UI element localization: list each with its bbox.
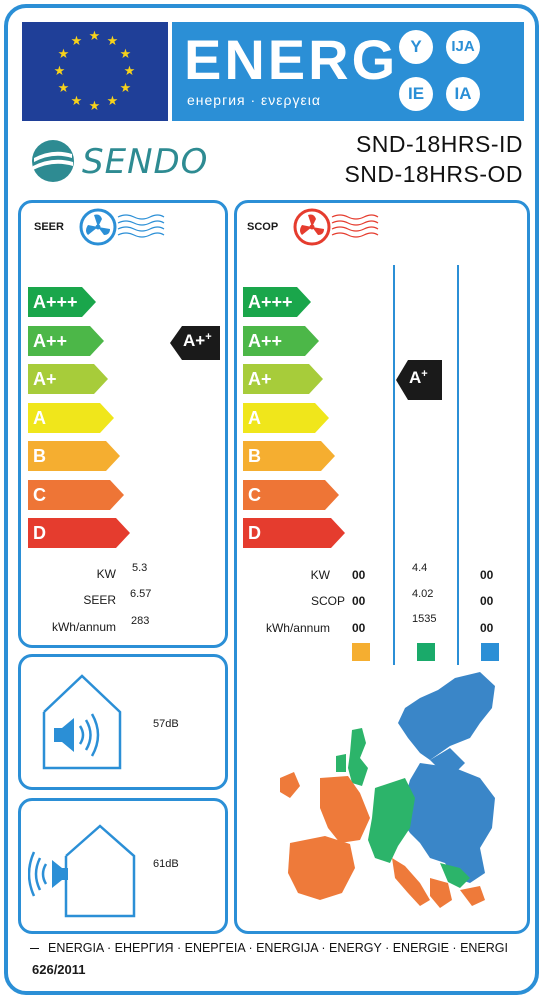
indoor-noise-panel [18,654,228,790]
cooling-kwh-label: kWh/annum [51,620,116,634]
indoor-noise-value: 57dB [153,718,179,730]
scale-arrow-4: B [243,441,335,471]
scale-arrow-0: A+++ [28,287,96,317]
cooling-rating-indicator: A++ [170,326,220,360]
scale-arrow-5: C [243,479,339,510]
footer-dash [30,948,39,949]
scale-arrow-0: A+++ [243,287,311,317]
average-kwh-value: 1535 [412,613,437,625]
zone-divider [393,265,395,665]
scale-arrow-3: A [243,402,329,433]
scale-label: C [33,484,46,505]
scop-title: SCOP [247,221,279,233]
seer-title: SEER [34,221,64,233]
language-badge: IE [399,77,433,111]
cooling-panel [18,200,228,648]
zone-divider [457,265,459,665]
brand-globe-icon [32,140,74,182]
scale-label: A+ [33,369,57,389]
scale-label: C [248,484,261,505]
scale-label: A [33,407,46,428]
europe-climate-map [280,672,495,908]
scale-label: A+++ [33,292,78,312]
scale-label: A+++ [248,292,293,312]
colder-scop-value: 00 [480,594,494,608]
average-kw-value: 4.4 [412,562,428,574]
language-badge: Y [399,30,433,64]
footer-languages: ENERGIA · ЕНЕРГИЯ · ΕΝΕΡΓΕΙΑ · ENERGIJA … [48,941,508,955]
scale-arrow-6: D [243,518,345,548]
scale-arrow-1: A++ [243,325,319,356]
cooling-seer-value: 6.57 [130,588,152,600]
warmer-scop-value: 00 [352,594,366,608]
scale-label: A++ [248,330,283,351]
average-zone-swatch [417,643,435,661]
scale-label: D [33,523,46,543]
heating-kwh-label: kWh/annum [265,621,330,635]
scale-arrow-3: A [28,402,114,433]
warmer-kwh-value: 00 [352,621,366,635]
heating-rating-sup: + [421,368,428,380]
average-scop-value: 4.02 [412,588,434,600]
indoor-house-speaker-icon [42,674,122,770]
scale-label: B [248,446,261,466]
language-badge: IJA [446,30,480,64]
brand-logo: SENDO [30,138,230,186]
scale-label: A [248,407,261,428]
scale-arrow-5: C [28,479,124,510]
cooling-fan-icon [79,208,165,246]
cooling-kw-label: KW [96,567,116,581]
energy-header: ENERG енергия · ενεργεια Y IJA IE IA [172,22,524,121]
scale-arrow-4: B [28,441,120,471]
colder-kw-value: 00 [480,568,494,582]
model-indoor: SND-18HRS-ID [355,131,523,157]
scale-arrow-6: D [28,518,130,548]
heating-kw-label: KW [310,568,330,582]
energy-title: ENERG [184,28,399,91]
heating-fan-icon [293,208,379,246]
cooling-kw-value: 5.3 [132,562,148,574]
colder-kwh-value: 00 [480,621,494,635]
heating-rating-indicator: A+ [396,360,442,400]
eu-flag: ★ ★ ★ ★ ★ ★ ★ ★ ★ ★ ★ ★ [22,22,168,121]
warmer-zone-swatch [352,643,370,661]
scale-arrow-1: A++ [28,325,104,356]
label-frame [4,4,539,995]
scale-arrow-2: A+ [28,364,108,394]
model-outdoor: SND-18HRS-OD [344,161,523,187]
footer-regulation: 626/2011 [32,962,86,977]
heating-scop-label: SCOP [310,594,345,608]
heating-rating: A [409,368,422,387]
energy-subtitle: енергия · ενεργεια [187,92,321,108]
cooling-rating: A+ [183,331,206,350]
cooling-seer-label: SEER [83,593,116,607]
language-badge: IA [446,77,480,111]
scale-label: A+ [248,369,272,389]
colder-zone-swatch [481,643,499,661]
outdoor-house-speaker-icon [28,824,136,918]
cooling-kwh-value: 283 [131,615,150,627]
cooling-rating-sup: + [205,331,212,343]
brand-name: SENDO [82,142,209,182]
scale-label: B [33,446,46,466]
outdoor-noise-panel [18,798,228,934]
scale-label: D [248,523,261,543]
outdoor-noise-value: 61dB [153,858,179,870]
scale-arrow-2: A+ [243,364,323,394]
warmer-kw-value: 00 [352,568,366,582]
scale-label: A++ [33,330,68,351]
heating-panel [234,200,530,934]
